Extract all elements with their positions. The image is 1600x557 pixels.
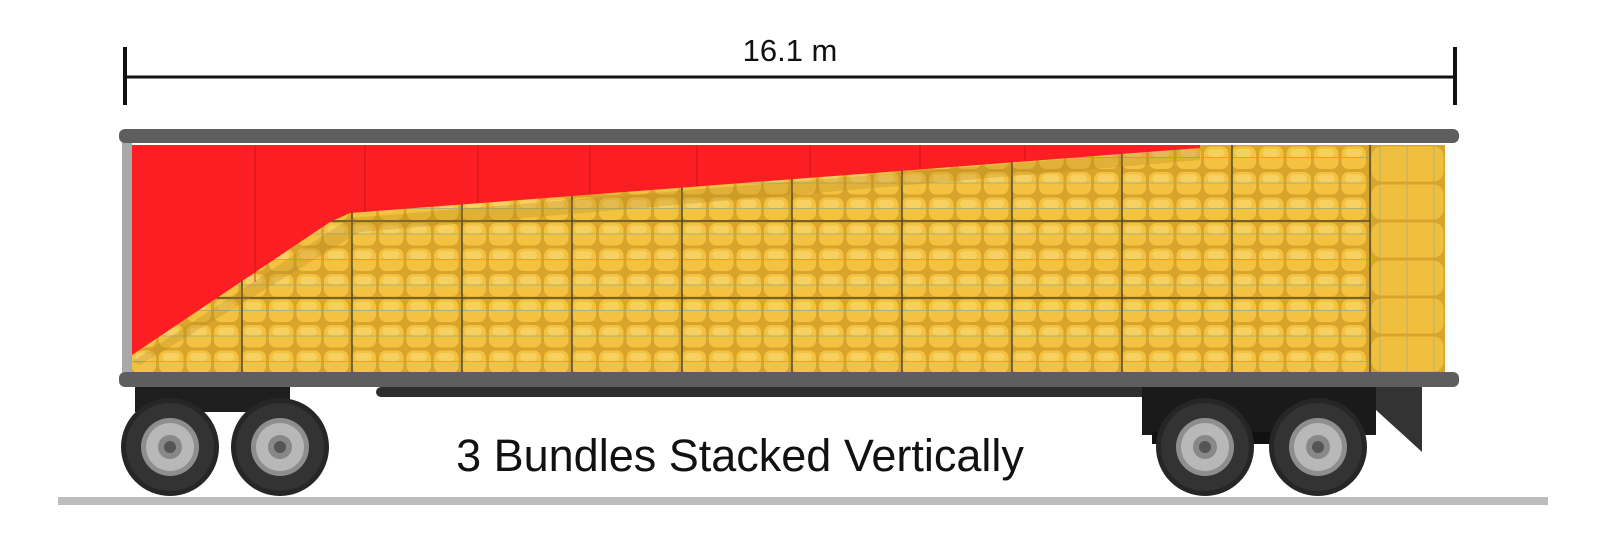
dimension-line	[123, 47, 1457, 105]
trailer-body	[119, 129, 1459, 387]
dimension-label: 16.1 m	[743, 33, 838, 68]
wheels	[121, 398, 1367, 496]
ground	[58, 497, 1548, 505]
caption: 3 Bundles Stacked Vertically	[456, 430, 1024, 481]
